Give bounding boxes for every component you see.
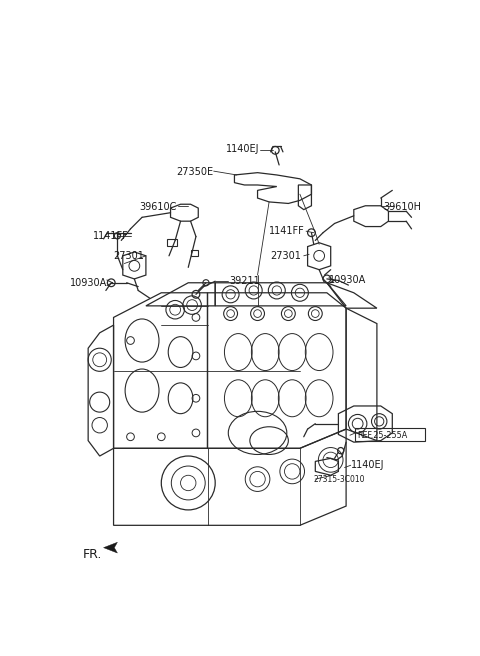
Text: 39211: 39211: [229, 276, 260, 286]
Text: 39610H: 39610H: [383, 201, 421, 211]
Text: 10930A: 10930A: [329, 275, 366, 285]
Text: 27350E: 27350E: [177, 167, 214, 177]
Text: 39610C: 39610C: [139, 201, 177, 211]
Text: 27301: 27301: [113, 251, 144, 261]
Bar: [191, 250, 198, 256]
Text: 1140EJ: 1140EJ: [227, 144, 260, 154]
Text: 1141FF: 1141FF: [93, 231, 129, 241]
Text: 10930A: 10930A: [70, 277, 108, 288]
Text: FR.: FR.: [83, 548, 102, 561]
Text: 1140EJ: 1140EJ: [351, 461, 384, 470]
Text: 27301: 27301: [271, 251, 301, 261]
Text: 27315-3C010: 27315-3C010: [314, 476, 365, 484]
Text: REF.25-255A: REF.25-255A: [358, 431, 408, 440]
Bar: [168, 239, 177, 246]
Text: 1141FF: 1141FF: [269, 226, 304, 236]
Polygon shape: [104, 543, 118, 553]
